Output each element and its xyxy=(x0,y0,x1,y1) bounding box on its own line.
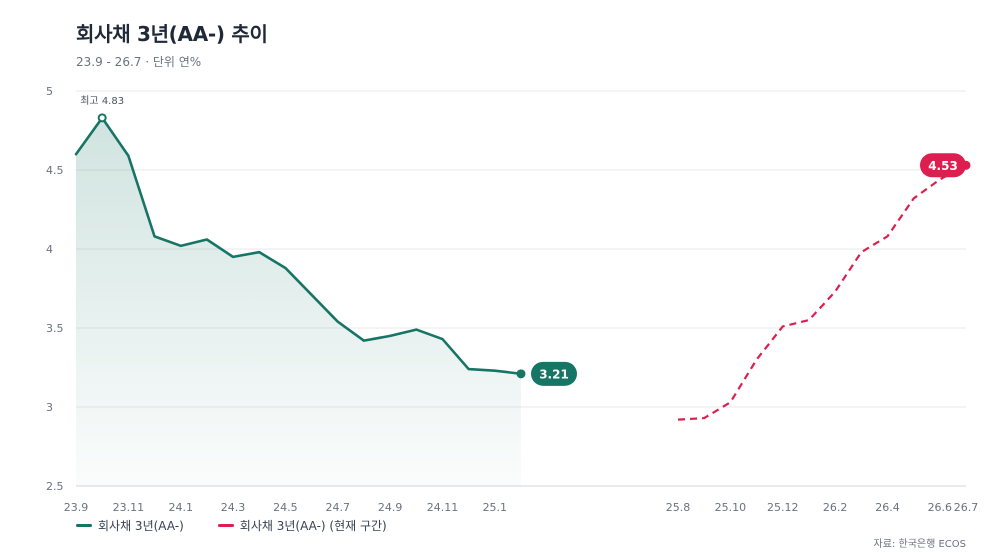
series-1-point xyxy=(337,320,339,322)
peak-marker xyxy=(97,113,107,123)
series-1-point xyxy=(389,335,391,337)
source-note: 자료: 한국은행 ECOS xyxy=(873,539,966,550)
x-tick-label: 26.6 xyxy=(928,501,953,514)
series-1-point xyxy=(232,256,234,258)
series-2-point xyxy=(729,401,731,403)
series-1-end-badge xyxy=(531,361,577,386)
x-tick-label: 25.12 xyxy=(767,501,799,514)
series-1-point xyxy=(153,235,155,237)
series-1-point xyxy=(180,245,182,247)
series-2-point xyxy=(703,417,705,419)
series-1-line xyxy=(74,116,523,376)
series-1-area xyxy=(76,117,521,487)
y-tick-label: 2.5 xyxy=(46,480,64,493)
x-tick-label: 26.7 xyxy=(954,501,979,514)
series-2-point xyxy=(782,325,784,327)
y-tick-label: 3 xyxy=(46,401,53,414)
x-tick-label: 24.3 xyxy=(221,501,246,514)
series-1-point xyxy=(284,267,286,269)
series-1-point xyxy=(467,368,469,370)
series-1-point xyxy=(441,338,443,340)
legend: 회사채 3년(AA-) 회사채 3년(AA-) (현재 구간) xyxy=(76,517,421,534)
series-1-point xyxy=(206,238,208,240)
series-1-point xyxy=(363,339,365,341)
y-tick-label: 5 xyxy=(46,85,53,98)
peak-label: 최고 4.83 xyxy=(80,95,124,107)
series-2-point xyxy=(886,235,888,237)
legend-label-series-1: 회사채 3년(AA-) xyxy=(98,519,184,533)
series-2-end-label: 4.53 xyxy=(928,159,958,173)
x-tick-label: 24.5 xyxy=(273,501,298,514)
x-tick-label: 24.7 xyxy=(326,501,351,514)
series-1-end-marker xyxy=(516,369,526,379)
series-1-end-label: 3.21 xyxy=(539,367,569,381)
chart-title: 회사채 3년(AA-) 추이 xyxy=(76,22,268,46)
series-2-point xyxy=(677,418,679,420)
series-2-end-badge xyxy=(920,153,966,178)
legend-item-series-2: 회사채 3년(AA-) (현재 구간) xyxy=(217,517,387,534)
series-2-point xyxy=(912,197,914,199)
legend-swatch-series-2 xyxy=(217,524,234,527)
x-tick-label: 23.11 xyxy=(113,501,145,514)
series-2-line xyxy=(677,164,967,421)
series-2-point xyxy=(834,290,836,292)
series-1-point xyxy=(415,328,417,330)
chart-subtitle: 23.9 - 26.7 · 단위 연% xyxy=(76,55,202,69)
x-tick-label: 24.9 xyxy=(378,501,403,514)
series-2-point xyxy=(755,358,757,360)
x-tick-label: 24.11 xyxy=(427,501,459,514)
x-tick-label: 25.10 xyxy=(715,501,747,514)
y-tick-label: 4.5 xyxy=(46,164,64,177)
x-tick-label: 24.1 xyxy=(168,501,193,514)
series-1-point xyxy=(75,153,77,155)
x-tick-label: 26.4 xyxy=(875,501,900,514)
legend-label-series-2: 회사채 3년(AA-) (현재 구간) xyxy=(239,519,387,533)
series-2-point xyxy=(939,178,941,180)
series-2-point xyxy=(808,319,810,321)
y-tick-label: 3.5 xyxy=(46,322,64,335)
series-2-point xyxy=(860,251,862,253)
series-1-point xyxy=(310,294,312,296)
x-tick-label: 25.1 xyxy=(483,501,508,514)
legend-swatch-series-1 xyxy=(76,524,92,527)
x-tick-label: 26.2 xyxy=(823,501,848,514)
x-tick-label: 25.8 xyxy=(666,501,691,514)
series-1-point xyxy=(494,369,496,371)
series-1-point xyxy=(127,155,129,157)
y-tick-label: 4 xyxy=(46,243,53,256)
series-1-point xyxy=(258,251,260,253)
x-tick-label: 23.9 xyxy=(64,501,89,514)
legend-item-series-1: 회사채 3년(AA-) xyxy=(76,517,184,534)
